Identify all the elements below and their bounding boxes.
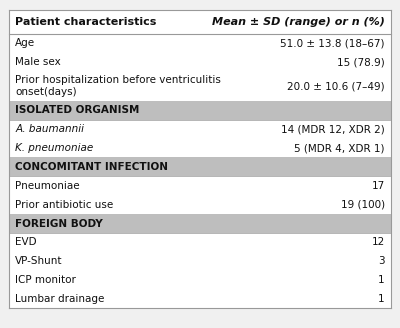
Text: 12: 12 [372, 237, 385, 247]
Text: Male sex: Male sex [15, 57, 61, 67]
Bar [9, 176, 391, 195]
Text: K. pneumoniae: K. pneumoniae [15, 143, 94, 153]
Bar [9, 214, 391, 233]
Bar [9, 53, 391, 72]
Bar [9, 101, 391, 120]
Bar [9, 10, 391, 34]
Text: Lumbar drainage: Lumbar drainage [15, 294, 105, 304]
Text: CONCOMITANT INFECTION: CONCOMITANT INFECTION [15, 162, 168, 172]
Text: 17: 17 [372, 181, 385, 191]
Text: 19 (100): 19 (100) [340, 200, 385, 210]
Text: EVD: EVD [15, 237, 37, 247]
Bar [9, 290, 391, 308]
Bar [9, 72, 391, 101]
Text: Age: Age [15, 38, 36, 48]
Text: Mean ± SD (range) or n (%): Mean ± SD (range) or n (%) [212, 17, 385, 27]
Text: 14 (MDR 12, XDR 2): 14 (MDR 12, XDR 2) [281, 124, 385, 134]
Text: ICP monitor: ICP monitor [15, 275, 76, 285]
Text: Prior antibiotic use: Prior antibiotic use [15, 200, 114, 210]
Text: 3: 3 [378, 256, 385, 266]
Bar [9, 271, 391, 290]
Text: 20.0 ± 10.6 (7–49): 20.0 ± 10.6 (7–49) [287, 81, 385, 91]
Bar [9, 195, 391, 214]
Text: ISOLATED ORGANISM: ISOLATED ORGANISM [15, 105, 140, 115]
Text: 15 (78.9): 15 (78.9) [337, 57, 385, 67]
Text: Pneumoniae: Pneumoniae [15, 181, 80, 191]
Bar [9, 233, 391, 252]
Bar [9, 139, 391, 157]
Bar [9, 120, 391, 139]
Text: Patient characteristics: Patient characteristics [15, 17, 157, 27]
Text: 5 (MDR 4, XDR 1): 5 (MDR 4, XDR 1) [294, 143, 385, 153]
Text: 1: 1 [378, 275, 385, 285]
Text: Prior hospitalization before ventriculitis
onset(days): Prior hospitalization before ventriculit… [15, 75, 221, 97]
Text: FOREIGN BODY: FOREIGN BODY [15, 218, 103, 229]
Text: VP-Shunt: VP-Shunt [15, 256, 63, 266]
Bar [9, 252, 391, 271]
Text: 1: 1 [378, 294, 385, 304]
Bar [9, 157, 391, 176]
Text: A. baumannii: A. baumannii [15, 124, 84, 134]
Bar [9, 34, 391, 53]
Text: 51.0 ± 13.8 (18–67): 51.0 ± 13.8 (18–67) [280, 38, 385, 48]
